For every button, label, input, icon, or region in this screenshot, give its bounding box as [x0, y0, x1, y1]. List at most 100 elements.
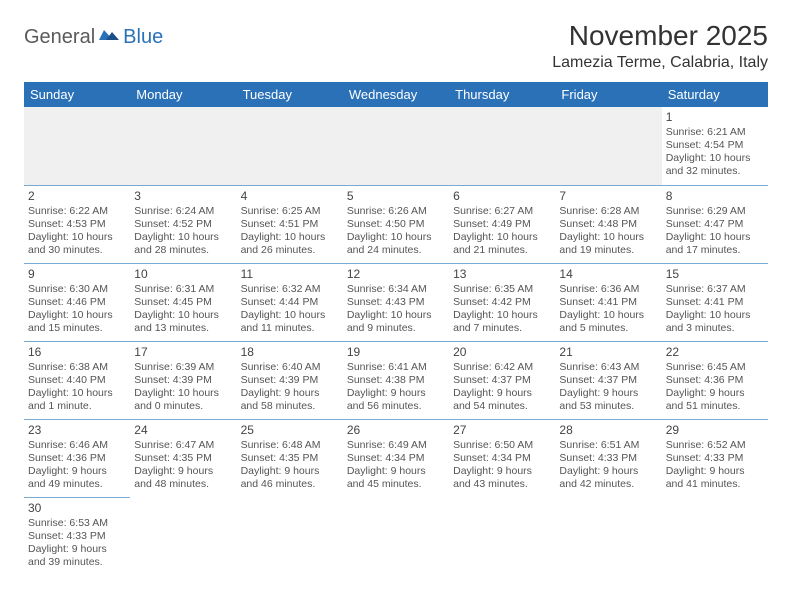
- daylight-text: Daylight: 9 hours and 48 minutes.: [134, 465, 232, 491]
- sunrise-text: Sunrise: 6:40 AM: [241, 361, 339, 374]
- daylight-text: Daylight: 9 hours and 46 minutes.: [241, 465, 339, 491]
- daylight-text: Daylight: 9 hours and 39 minutes.: [28, 543, 126, 569]
- day-number: 14: [559, 267, 657, 282]
- sunset-text: Sunset: 4:36 PM: [28, 452, 126, 465]
- sunset-text: Sunset: 4:52 PM: [134, 218, 232, 231]
- calendar-cell: 12Sunrise: 6:34 AMSunset: 4:43 PMDayligh…: [343, 263, 449, 341]
- calendar-cell: 27Sunrise: 6:50 AMSunset: 4:34 PMDayligh…: [449, 419, 555, 497]
- daylight-text: Daylight: 10 hours and 19 minutes.: [559, 231, 657, 257]
- daylight-text: Daylight: 9 hours and 43 minutes.: [453, 465, 551, 491]
- calendar-cell: 25Sunrise: 6:48 AMSunset: 4:35 PMDayligh…: [237, 419, 343, 497]
- day-number: 25: [241, 423, 339, 438]
- calendar-cell: 8Sunrise: 6:29 AMSunset: 4:47 PMDaylight…: [662, 185, 768, 263]
- sunrise-text: Sunrise: 6:43 AM: [559, 361, 657, 374]
- calendar-table: Sunday Monday Tuesday Wednesday Thursday…: [24, 82, 768, 575]
- sunrise-text: Sunrise: 6:32 AM: [241, 283, 339, 296]
- calendar-cell: 6Sunrise: 6:27 AMSunset: 4:49 PMDaylight…: [449, 185, 555, 263]
- sunrise-text: Sunrise: 6:48 AM: [241, 439, 339, 452]
- day-number: 9: [28, 267, 126, 282]
- sunrise-text: Sunrise: 6:42 AM: [453, 361, 551, 374]
- daylight-text: Daylight: 9 hours and 41 minutes.: [666, 465, 764, 491]
- calendar-cell: 13Sunrise: 6:35 AMSunset: 4:42 PMDayligh…: [449, 263, 555, 341]
- daylight-text: Daylight: 9 hours and 45 minutes.: [347, 465, 445, 491]
- sunset-text: Sunset: 4:46 PM: [28, 296, 126, 309]
- daylight-text: Daylight: 10 hours and 0 minutes.: [134, 387, 232, 413]
- sunset-text: Sunset: 4:42 PM: [453, 296, 551, 309]
- sunrise-text: Sunrise: 6:34 AM: [347, 283, 445, 296]
- calendar-cell: 5Sunrise: 6:26 AMSunset: 4:50 PMDaylight…: [343, 185, 449, 263]
- sunset-text: Sunset: 4:53 PM: [28, 218, 126, 231]
- calendar-cell: 7Sunrise: 6:28 AMSunset: 4:48 PMDaylight…: [555, 185, 661, 263]
- month-title: November 2025: [552, 20, 768, 52]
- sunrise-text: Sunrise: 6:28 AM: [559, 205, 657, 218]
- calendar-cell: 10Sunrise: 6:31 AMSunset: 4:45 PMDayligh…: [130, 263, 236, 341]
- day-number: 13: [453, 267, 551, 282]
- sunset-text: Sunset: 4:43 PM: [347, 296, 445, 309]
- sunrise-text: Sunrise: 6:30 AM: [28, 283, 126, 296]
- daylight-text: Daylight: 10 hours and 13 minutes.: [134, 309, 232, 335]
- calendar-cell: 19Sunrise: 6:41 AMSunset: 4:38 PMDayligh…: [343, 341, 449, 419]
- daylight-text: Daylight: 9 hours and 53 minutes.: [559, 387, 657, 413]
- daylight-text: Daylight: 9 hours and 49 minutes.: [28, 465, 126, 491]
- sunrise-text: Sunrise: 6:53 AM: [28, 517, 126, 530]
- sunset-text: Sunset: 4:34 PM: [347, 452, 445, 465]
- daylight-text: Daylight: 10 hours and 3 minutes.: [666, 309, 764, 335]
- sunrise-text: Sunrise: 6:46 AM: [28, 439, 126, 452]
- sunrise-text: Sunrise: 6:24 AM: [134, 205, 232, 218]
- daylight-text: Daylight: 10 hours and 5 minutes.: [559, 309, 657, 335]
- calendar-cell: 30Sunrise: 6:53 AMSunset: 4:33 PMDayligh…: [24, 497, 130, 575]
- daylight-text: Daylight: 10 hours and 28 minutes.: [134, 231, 232, 257]
- day-number: 3: [134, 189, 232, 204]
- day-number: 6: [453, 189, 551, 204]
- sunset-text: Sunset: 4:33 PM: [666, 452, 764, 465]
- calendar-cell: [237, 497, 343, 575]
- sunrise-text: Sunrise: 6:52 AM: [666, 439, 764, 452]
- calendar-cell: [130, 497, 236, 575]
- day-number: 24: [134, 423, 232, 438]
- sunrise-text: Sunrise: 6:47 AM: [134, 439, 232, 452]
- day-number: 20: [453, 345, 551, 360]
- calendar-cell: [449, 497, 555, 575]
- day-number: 16: [28, 345, 126, 360]
- dow-friday: Friday: [555, 82, 661, 107]
- daylight-text: Daylight: 9 hours and 56 minutes.: [347, 387, 445, 413]
- sunrise-text: Sunrise: 6:50 AM: [453, 439, 551, 452]
- daylight-text: Daylight: 9 hours and 54 minutes.: [453, 387, 551, 413]
- day-number: 4: [241, 189, 339, 204]
- daylight-text: Daylight: 10 hours and 17 minutes.: [666, 231, 764, 257]
- calendar-cell: [555, 107, 661, 185]
- calendar-row: 30Sunrise: 6:53 AMSunset: 4:33 PMDayligh…: [24, 497, 768, 575]
- daylight-text: Daylight: 9 hours and 42 minutes.: [559, 465, 657, 491]
- sunset-text: Sunset: 4:47 PM: [666, 218, 764, 231]
- calendar-cell: 3Sunrise: 6:24 AMSunset: 4:52 PMDaylight…: [130, 185, 236, 263]
- sunset-text: Sunset: 4:50 PM: [347, 218, 445, 231]
- sunset-text: Sunset: 4:39 PM: [134, 374, 232, 387]
- calendar-row: 1Sunrise: 6:21 AMSunset: 4:54 PMDaylight…: [24, 107, 768, 185]
- calendar-cell: 14Sunrise: 6:36 AMSunset: 4:41 PMDayligh…: [555, 263, 661, 341]
- dow-thursday: Thursday: [449, 82, 555, 107]
- calendar-cell: 23Sunrise: 6:46 AMSunset: 4:36 PMDayligh…: [24, 419, 130, 497]
- calendar-cell: 1Sunrise: 6:21 AMSunset: 4:54 PMDaylight…: [662, 107, 768, 185]
- day-number: 17: [134, 345, 232, 360]
- calendar-cell: 17Sunrise: 6:39 AMSunset: 4:39 PMDayligh…: [130, 341, 236, 419]
- day-number: 23: [28, 423, 126, 438]
- calendar-cell: 16Sunrise: 6:38 AMSunset: 4:40 PMDayligh…: [24, 341, 130, 419]
- dow-saturday: Saturday: [662, 82, 768, 107]
- day-number: 22: [666, 345, 764, 360]
- calendar-cell: [449, 107, 555, 185]
- sunset-text: Sunset: 4:33 PM: [559, 452, 657, 465]
- sunrise-text: Sunrise: 6:25 AM: [241, 205, 339, 218]
- dow-header-row: Sunday Monday Tuesday Wednesday Thursday…: [24, 82, 768, 107]
- sunset-text: Sunset: 4:48 PM: [559, 218, 657, 231]
- sunrise-text: Sunrise: 6:21 AM: [666, 126, 764, 139]
- sunrise-text: Sunrise: 6:36 AM: [559, 283, 657, 296]
- sunset-text: Sunset: 4:44 PM: [241, 296, 339, 309]
- day-number: 11: [241, 267, 339, 282]
- sunrise-text: Sunrise: 6:26 AM: [347, 205, 445, 218]
- calendar-cell: 2Sunrise: 6:22 AMSunset: 4:53 PMDaylight…: [24, 185, 130, 263]
- calendar-cell: [130, 107, 236, 185]
- daylight-text: Daylight: 10 hours and 9 minutes.: [347, 309, 445, 335]
- day-number: 12: [347, 267, 445, 282]
- logo-text-general: General: [24, 26, 95, 49]
- daylight-text: Daylight: 9 hours and 51 minutes.: [666, 387, 764, 413]
